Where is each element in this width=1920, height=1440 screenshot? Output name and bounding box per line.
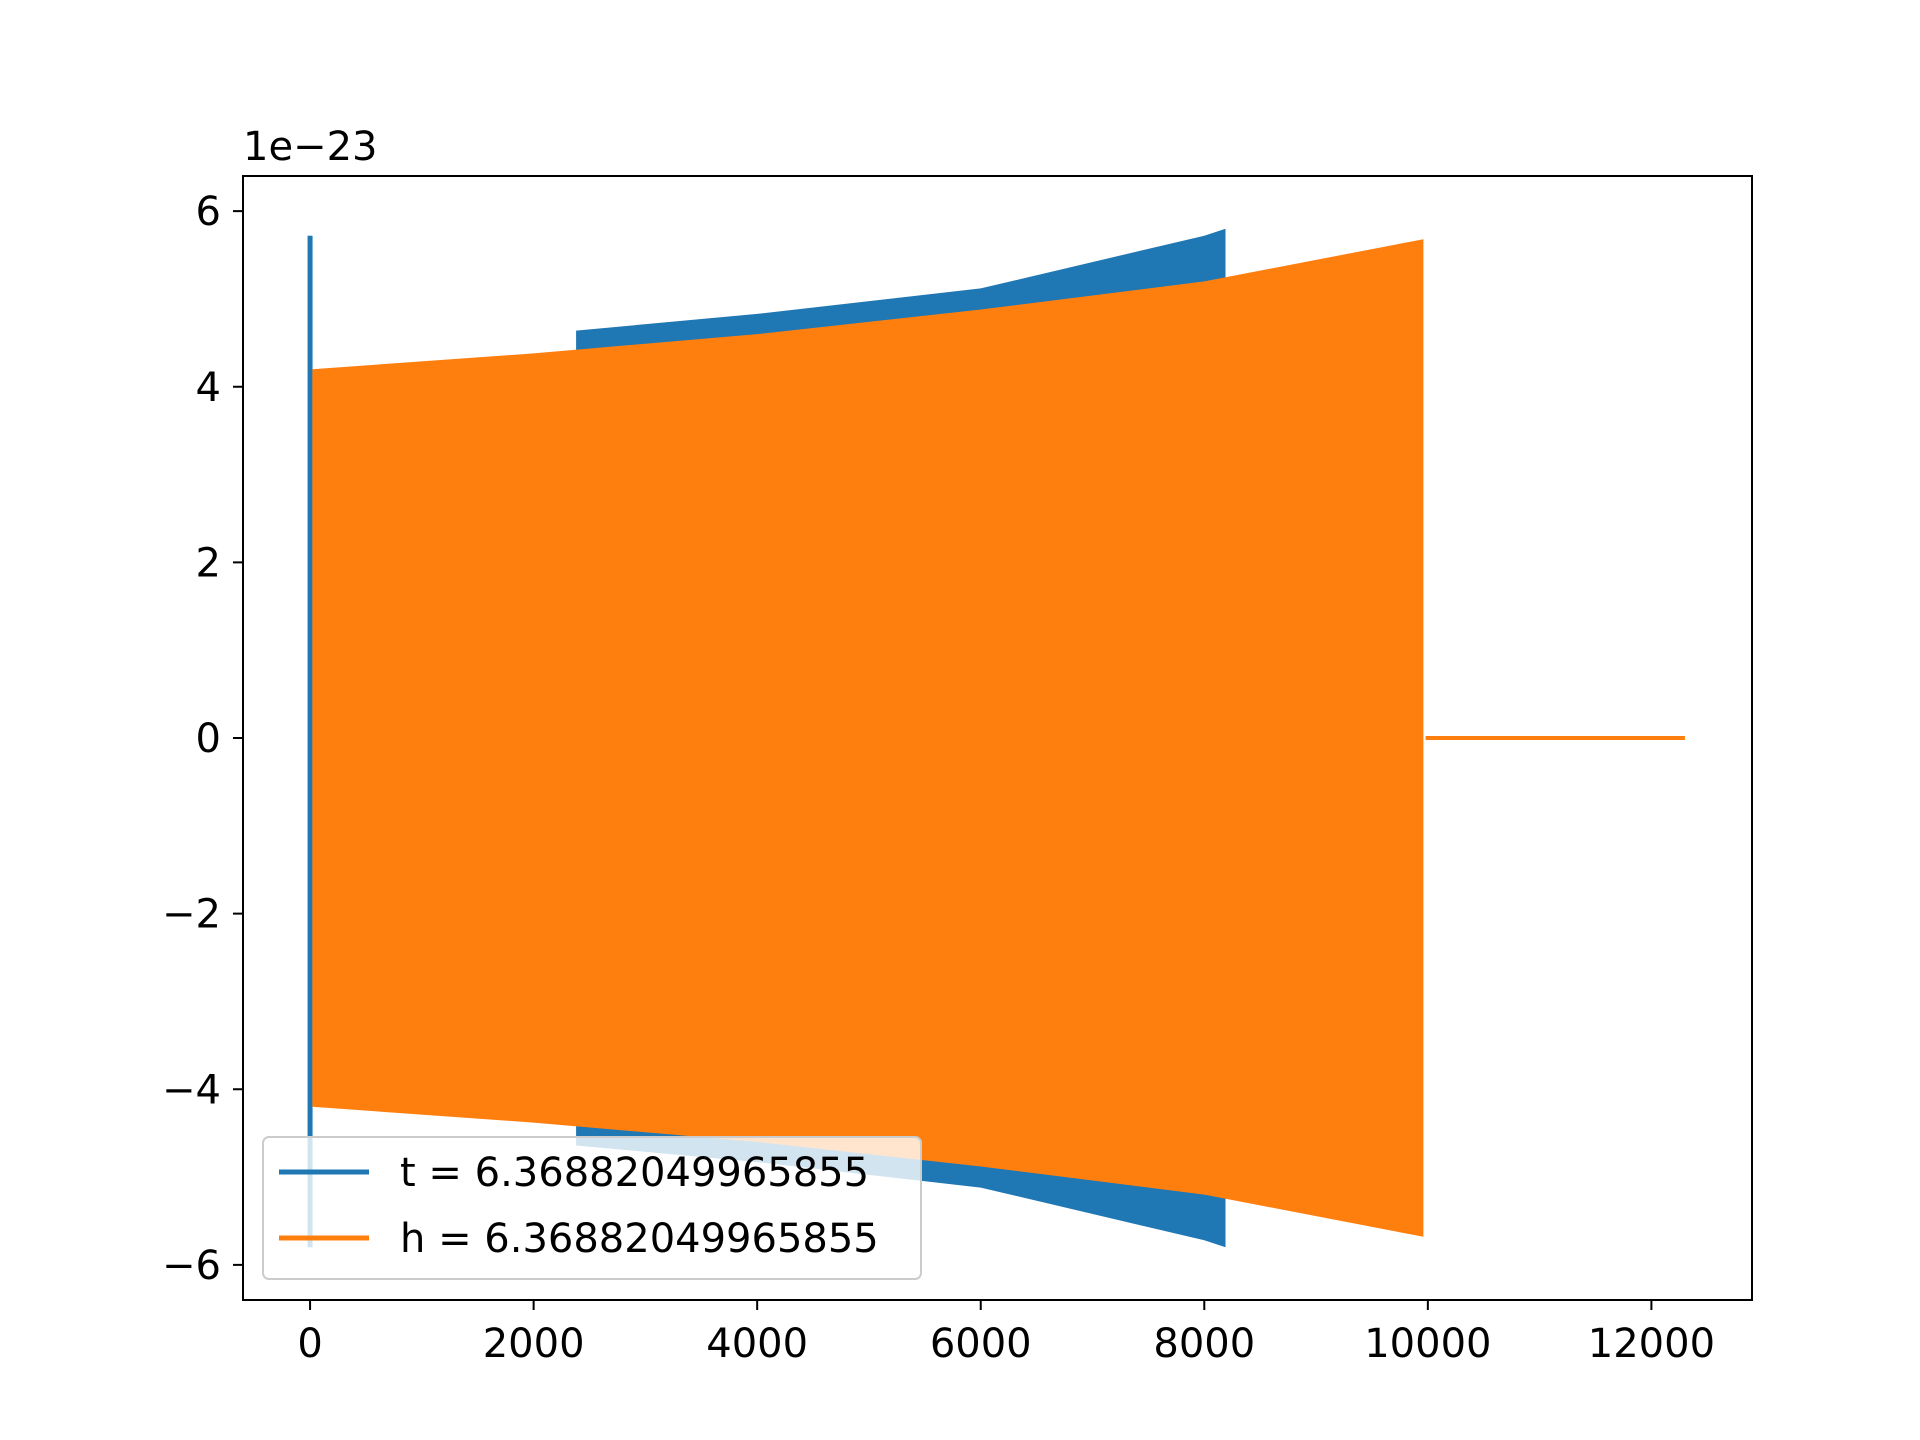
x-tick-label: 6000 xyxy=(930,1321,1032,1367)
plot-area xyxy=(307,228,1685,1248)
x-tick-label: 12000 xyxy=(1588,1321,1715,1367)
y-tick-label: −2 xyxy=(162,892,221,938)
series-1-oscillation-band xyxy=(312,239,1424,1237)
y-offset-label: 1e−23 xyxy=(243,124,377,170)
x-tick-label: 0 xyxy=(297,1321,322,1367)
y-tick-label: 0 xyxy=(196,716,221,762)
y-tick-label: 6 xyxy=(196,189,221,235)
legend: t = 6.36882049965855 h = 6.36882049965855 xyxy=(262,1136,922,1280)
y-tick-label: 2 xyxy=(196,540,221,586)
y-tick-label: −6 xyxy=(162,1243,221,1289)
x-tick-label: 8000 xyxy=(1153,1321,1255,1367)
x-tick-label: 2000 xyxy=(483,1321,585,1367)
x-axis: 0 2000 4000 6000 8000 10000 12000 xyxy=(297,1300,1715,1367)
legend-box xyxy=(262,1136,922,1280)
series-0-spike xyxy=(307,235,313,1248)
legend-label-0: t = 6.36882049965855 xyxy=(400,1150,869,1196)
series-1 xyxy=(312,239,1685,1237)
x-tick-label: 4000 xyxy=(706,1321,808,1367)
y-tick-label: 4 xyxy=(196,365,221,411)
y-tick-label: −4 xyxy=(162,1067,221,1113)
legend-label-1: h = 6.36882049965855 xyxy=(400,1216,879,1262)
x-tick-label: 10000 xyxy=(1364,1321,1491,1367)
y-axis: −6 −4 −2 0 2 4 6 xyxy=(162,189,243,1289)
